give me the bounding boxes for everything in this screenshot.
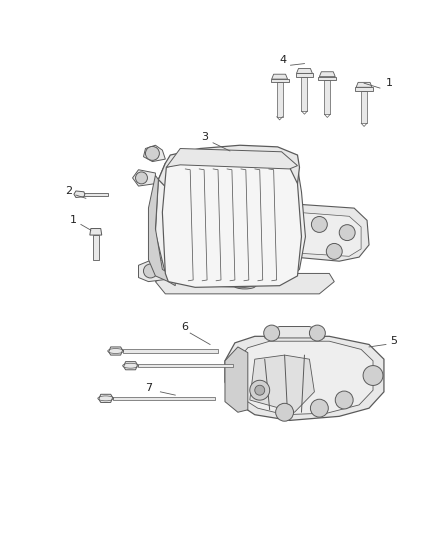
Text: 4: 4 xyxy=(279,55,286,66)
Circle shape xyxy=(311,399,328,417)
Polygon shape xyxy=(355,87,373,91)
Polygon shape xyxy=(296,74,314,77)
Polygon shape xyxy=(133,169,155,186)
Polygon shape xyxy=(162,163,301,287)
Circle shape xyxy=(264,325,279,341)
Polygon shape xyxy=(318,77,336,80)
Polygon shape xyxy=(123,349,218,353)
Text: 5: 5 xyxy=(390,336,397,346)
Polygon shape xyxy=(297,68,312,74)
Polygon shape xyxy=(148,175,175,286)
Polygon shape xyxy=(109,347,123,355)
Polygon shape xyxy=(277,83,283,117)
Circle shape xyxy=(311,216,327,232)
Polygon shape xyxy=(282,204,369,261)
Polygon shape xyxy=(235,341,373,415)
Polygon shape xyxy=(74,191,85,198)
Polygon shape xyxy=(356,83,372,87)
Polygon shape xyxy=(113,397,215,400)
Text: 6: 6 xyxy=(182,321,189,332)
Polygon shape xyxy=(225,347,248,412)
Polygon shape xyxy=(124,361,138,370)
Polygon shape xyxy=(155,163,305,287)
Text: 1: 1 xyxy=(385,78,392,88)
Circle shape xyxy=(276,403,293,421)
Polygon shape xyxy=(272,74,288,79)
Polygon shape xyxy=(99,394,113,402)
Text: 3: 3 xyxy=(201,132,208,142)
Text: 7: 7 xyxy=(145,383,152,393)
Circle shape xyxy=(135,172,148,184)
Polygon shape xyxy=(286,212,361,256)
Circle shape xyxy=(339,225,355,240)
Polygon shape xyxy=(361,91,367,123)
Circle shape xyxy=(144,264,157,278)
Circle shape xyxy=(145,147,159,160)
Text: 1: 1 xyxy=(70,215,77,225)
Polygon shape xyxy=(301,77,307,111)
Circle shape xyxy=(363,366,383,385)
Polygon shape xyxy=(144,145,165,161)
Polygon shape xyxy=(155,273,334,294)
Polygon shape xyxy=(84,192,108,196)
Polygon shape xyxy=(90,229,102,235)
Text: 2: 2 xyxy=(65,186,73,196)
Polygon shape xyxy=(265,327,324,338)
Polygon shape xyxy=(271,79,289,83)
Polygon shape xyxy=(250,355,314,412)
Polygon shape xyxy=(159,145,300,200)
Polygon shape xyxy=(225,336,384,421)
Polygon shape xyxy=(138,260,168,281)
Polygon shape xyxy=(138,364,233,367)
Circle shape xyxy=(255,385,265,395)
Polygon shape xyxy=(182,166,279,200)
Polygon shape xyxy=(324,80,330,114)
Polygon shape xyxy=(319,72,335,77)
Circle shape xyxy=(250,380,270,400)
Circle shape xyxy=(335,391,353,409)
Circle shape xyxy=(326,244,342,260)
Polygon shape xyxy=(93,235,99,260)
Circle shape xyxy=(309,325,325,341)
Polygon shape xyxy=(166,149,297,169)
Ellipse shape xyxy=(234,282,256,289)
